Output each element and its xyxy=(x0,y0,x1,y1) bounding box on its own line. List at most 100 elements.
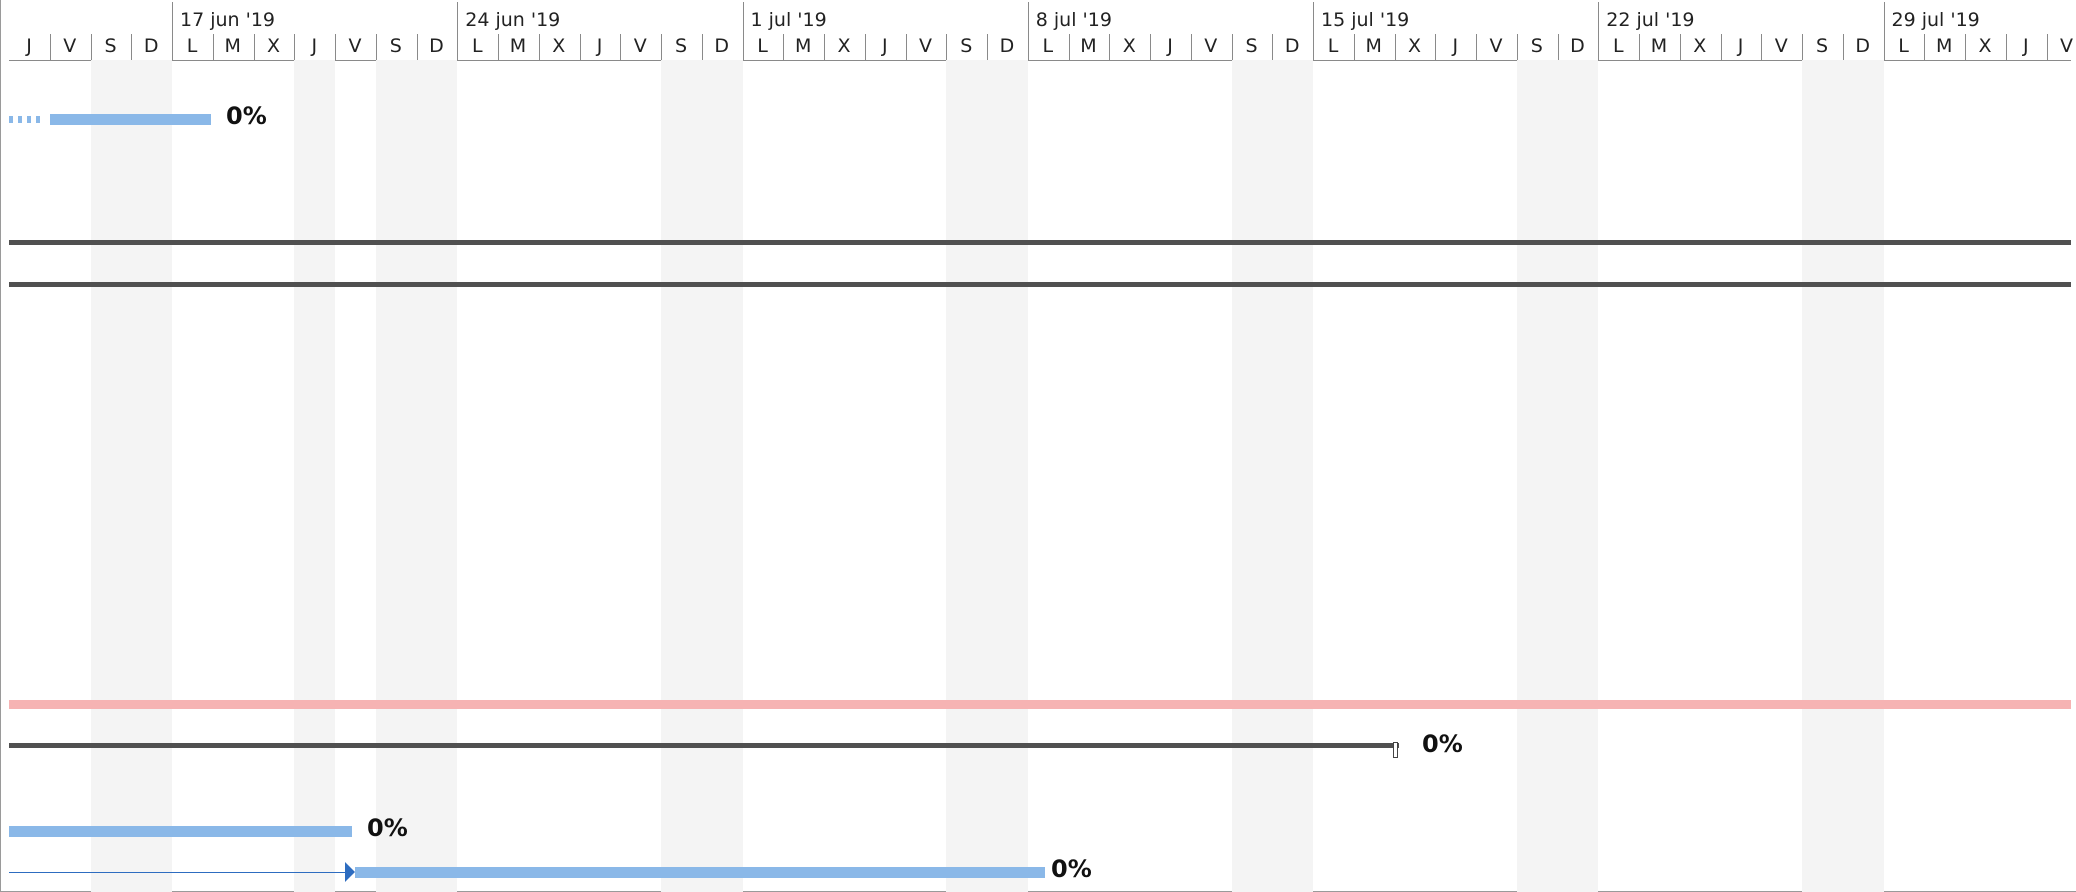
timescale-day-divider xyxy=(824,34,825,60)
timescale-day-label: L xyxy=(1042,35,1054,57)
timescale-day-divider xyxy=(457,34,459,60)
timescale-day-label: J xyxy=(2022,35,2029,57)
timescale-week-divider xyxy=(742,2,744,34)
gantt-chart-body: 0% 0% 0% 0% xyxy=(9,60,2071,892)
timescale-week-label: 29 jul '19 xyxy=(1891,9,1980,31)
timescale-day-label: D xyxy=(714,35,730,57)
timescale-day-divider xyxy=(335,34,336,60)
timescale-day-label: L xyxy=(186,35,198,57)
timescale-day-label: X xyxy=(1693,35,1707,57)
timescale-day-divider xyxy=(375,34,377,60)
timescale-day-label: V xyxy=(348,35,362,57)
timescale-day-label: J xyxy=(1737,35,1744,57)
timescale-day-label: D xyxy=(429,35,444,57)
timescale-day-divider xyxy=(1598,34,1600,60)
timescale-week-label: 17 jun '19 xyxy=(180,9,276,31)
timescale-day-label: X xyxy=(552,35,566,57)
timescale-day-label: M xyxy=(1365,35,1382,57)
timescale-day-divider xyxy=(90,34,92,60)
timescale-day-label: J xyxy=(881,35,888,57)
timescale-day-label: L xyxy=(757,35,768,57)
task-bar[interactable] xyxy=(50,114,211,125)
timescale-day-divider xyxy=(579,34,581,60)
timescale-day-label: X xyxy=(1122,35,1136,57)
timescale-day-divider xyxy=(1924,34,1926,60)
timescale-day-label: L xyxy=(1612,35,1624,57)
weekend-shade xyxy=(416,60,458,892)
timescale-week-label: 1 jul '19 xyxy=(750,9,827,31)
timescale-day-divider xyxy=(1842,34,1844,60)
timescale-day-divider xyxy=(1313,34,1314,60)
summary-task-line[interactable] xyxy=(9,282,2071,287)
weekend-shade xyxy=(661,60,702,892)
timescale-day-divider xyxy=(864,34,866,60)
timescale-day-label: J xyxy=(311,35,318,57)
timescale-day-divider xyxy=(1720,34,1722,60)
timescale-day-label: X xyxy=(1978,35,1992,57)
timescale-day-label: X xyxy=(1407,35,1422,57)
weekend-shade xyxy=(1272,60,1313,892)
timescale-day-label: M xyxy=(509,35,527,57)
timescale-day-divider xyxy=(2005,34,2007,60)
timescale-day-label: D xyxy=(1284,35,1300,57)
weekend-shade xyxy=(375,60,417,892)
timescale-day-divider xyxy=(498,34,499,60)
nonworking-day-shade xyxy=(294,60,335,892)
timescale-week-divider xyxy=(1883,2,1885,34)
timescale-day-label: S xyxy=(1815,35,1829,57)
timescale-day-divider xyxy=(416,34,418,60)
timescale-day-divider xyxy=(1476,34,1477,60)
timescale-day-label: S xyxy=(674,35,688,57)
timescale-week-divider xyxy=(1027,2,1029,34)
timescale-day-divider xyxy=(538,34,540,60)
timescale-day-label: J xyxy=(596,35,603,57)
timescale-day-label: D xyxy=(1855,35,1871,57)
task-bar[interactable] xyxy=(9,826,352,837)
timescale-day-divider xyxy=(742,34,744,60)
timescale-day-divider xyxy=(294,34,296,60)
timescale-week-divider xyxy=(1313,2,1314,34)
timescale-day-label: S xyxy=(1245,35,1258,57)
timescale-day-divider xyxy=(783,34,785,60)
summary-end-marker xyxy=(1393,742,1398,758)
timescale-day-label: V xyxy=(633,35,647,57)
timescale-day-divider xyxy=(131,34,133,60)
timescale-day-label: S xyxy=(960,35,973,57)
timescale-day-divider xyxy=(49,34,51,60)
weekend-shade xyxy=(1516,60,1558,892)
timescale-day-divider xyxy=(2046,34,2048,60)
timescale-day-label: L xyxy=(1898,35,1909,57)
timescale-day-divider xyxy=(946,34,948,60)
dependency-link-line[interactable] xyxy=(9,872,347,873)
weekend-shade xyxy=(131,60,172,892)
timescale-day-label: M xyxy=(1650,35,1668,57)
timescale-day-label: L xyxy=(471,35,483,57)
critical-path-line[interactable] xyxy=(9,700,2071,709)
timescale-day-label: V xyxy=(2060,35,2073,57)
timescale-day-label: M xyxy=(1080,35,1097,57)
weekend-shade xyxy=(701,60,743,892)
timescale-day-divider xyxy=(661,34,662,60)
timescale-day-divider xyxy=(253,34,255,60)
timescale-day-label: V xyxy=(1204,35,1218,57)
timescale-day-divider xyxy=(1761,34,1763,60)
timescale-day-divider xyxy=(1435,34,1437,60)
timescale-day-label: V xyxy=(1774,35,1788,57)
timescale-week-label: 8 jul '19 xyxy=(1035,9,1112,31)
task-percent-complete: 0% xyxy=(367,814,408,842)
summary-percent-complete: 0% xyxy=(1422,730,1463,758)
timescale-week-label: 24 jun '19 xyxy=(465,9,561,31)
timescale-day-label: M xyxy=(795,35,812,57)
timescale-day-divider xyxy=(987,34,988,60)
summary-task-line[interactable] xyxy=(9,240,2071,245)
timescale-day-divider xyxy=(1883,34,1885,60)
weekend-shade xyxy=(1802,60,1843,892)
timescale-day-divider xyxy=(1353,34,1355,60)
weekend-shade xyxy=(90,60,132,892)
summary-bar[interactable] xyxy=(9,743,1399,748)
timescale-day-label: J xyxy=(26,35,32,57)
task-split-indicator xyxy=(9,116,43,123)
task-percent-complete: 0% xyxy=(1051,855,1092,883)
task-bar[interactable] xyxy=(355,867,1045,878)
